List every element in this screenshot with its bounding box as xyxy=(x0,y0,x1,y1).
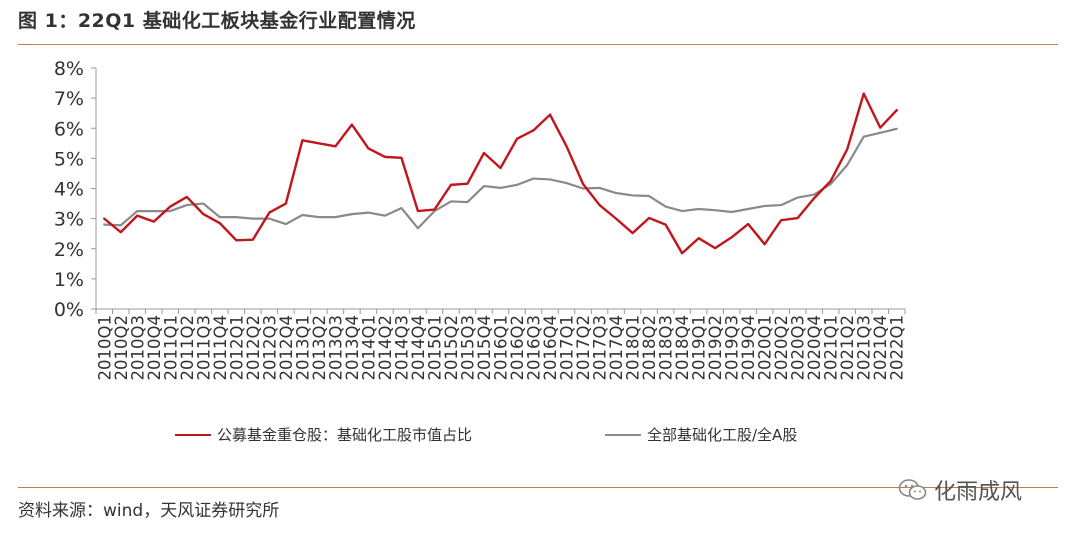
x-tick-label: 2019Q4 xyxy=(739,315,758,380)
x-tick-label: 2017Q4 xyxy=(607,315,626,380)
y-tick-label: 2% xyxy=(54,239,84,261)
legend-label-1: 全部基础化工股/全A股 xyxy=(647,426,798,444)
legend-swatch-1 xyxy=(605,433,641,436)
x-tick-label: 2021Q2 xyxy=(838,315,857,380)
x-tick-label: 2015Q2 xyxy=(442,315,461,380)
x-tick-label: 2011Q2 xyxy=(178,315,197,380)
line-chart: 0%1%2%3%4%5%6%7%8% 2010Q12010Q22010Q3201… xyxy=(54,58,907,380)
figure-title: 图 1：22Q1 基础化工板块基金行业配置情况 xyxy=(18,10,416,32)
y-tick-label: 1% xyxy=(54,269,84,291)
x-tick-label: 2013Q2 xyxy=(310,315,329,380)
source-note: 资料来源：wind，天风证券研究所 xyxy=(18,501,280,521)
x-tick-label: 2020Q4 xyxy=(805,315,824,380)
watermark-text: 化雨成风 xyxy=(934,480,1023,505)
series-layer xyxy=(103,92,898,255)
x-tick-label: 2018Q3 xyxy=(657,315,676,380)
x-tick-label: 2010Q1 xyxy=(95,315,114,380)
x-tick-label: 2014Q2 xyxy=(376,315,395,380)
bottom-divider xyxy=(18,487,1058,488)
y-tick-label: 7% xyxy=(54,88,84,110)
x-tick-label: 2016Q3 xyxy=(525,315,544,380)
y-tick-label: 5% xyxy=(54,148,84,170)
x-tick-label: 2012Q3 xyxy=(260,315,279,380)
watermark: 化雨成风 xyxy=(898,474,1022,506)
x-tick-label: 2016Q2 xyxy=(508,315,527,380)
x-tick-label: 2012Q1 xyxy=(227,315,246,380)
x-tick-label: 2012Q4 xyxy=(277,315,296,380)
y-tick-label: 8% xyxy=(54,58,84,80)
top-divider xyxy=(18,44,1058,45)
x-tick-label: 2022Q1 xyxy=(888,315,907,380)
x-tick-label: 2012Q2 xyxy=(244,315,263,380)
x-tick-label: 2018Q2 xyxy=(640,315,659,380)
x-tick-label: 2013Q3 xyxy=(326,315,345,380)
x-tick-label: 2019Q1 xyxy=(690,315,709,380)
legend: 公募基金重仓股：基础化工股市值占比 全部基础化工股/全A股 xyxy=(0,424,1071,448)
x-tick-label: 2011Q4 xyxy=(211,315,230,380)
wechat-icon xyxy=(898,479,927,500)
x-tick-label: 2013Q4 xyxy=(343,315,362,380)
legend-label-0: 公募基金重仓股：基础化工股市值占比 xyxy=(217,426,473,444)
y-tick-label: 6% xyxy=(54,118,84,140)
x-tick-label: 2011Q3 xyxy=(194,315,213,380)
y-tick-label: 4% xyxy=(54,179,84,201)
series-line-all-chemical xyxy=(103,127,898,230)
legend-item-0: 公募基金重仓股：基础化工股市值占比 xyxy=(175,424,472,445)
x-tick-label: 2016Q4 xyxy=(541,315,560,380)
x-tick-label: 2017Q3 xyxy=(591,315,610,380)
x-tick-label: 2021Q3 xyxy=(855,315,874,380)
x-tick-label: 2011Q1 xyxy=(161,315,180,380)
x-tick-label: 2015Q3 xyxy=(458,315,477,380)
x-tick-label: 2013Q1 xyxy=(293,315,312,380)
x-tick-label: 2015Q4 xyxy=(475,315,494,380)
x-tick-label: 2014Q4 xyxy=(409,315,428,380)
x-tick-label: 2021Q1 xyxy=(822,315,841,380)
x-tick-label: 2017Q1 xyxy=(558,315,577,380)
x-tick-label: 2014Q1 xyxy=(359,315,378,380)
x-tick-label: 2020Q3 xyxy=(789,315,808,380)
x-axis: 2010Q12010Q22010Q32010Q42011Q12011Q22011… xyxy=(95,308,907,380)
x-tick-label: 2020Q2 xyxy=(772,315,791,380)
legend-item-1: 全部基础化工股/全A股 xyxy=(605,424,797,445)
x-tick-label: 2015Q1 xyxy=(425,315,444,380)
x-tick-label: 2020Q1 xyxy=(756,315,775,380)
x-tick-label: 2010Q3 xyxy=(128,315,147,380)
series-line-fund-holdings xyxy=(103,92,898,255)
x-tick-label: 2010Q2 xyxy=(112,315,131,380)
x-tick-label: 2017Q2 xyxy=(574,315,593,380)
x-tick-label: 2010Q4 xyxy=(145,315,164,380)
x-tick-label: 2021Q4 xyxy=(871,315,890,380)
x-tick-label: 2019Q2 xyxy=(706,315,725,380)
x-tick-label: 2019Q3 xyxy=(723,315,742,380)
x-tick-label: 2014Q3 xyxy=(392,315,411,380)
y-tick-label: 0% xyxy=(54,299,84,321)
y-axis: 0% 1% 2% 3% 4% 5% 6% 7% 8% xyxy=(54,58,97,321)
y-tick-label: 3% xyxy=(54,209,84,231)
x-tick-label: 2018Q1 xyxy=(624,315,643,380)
legend-swatch-0 xyxy=(175,433,211,436)
x-tick-label: 2018Q4 xyxy=(673,315,692,380)
x-tick-label: 2016Q1 xyxy=(492,315,511,380)
